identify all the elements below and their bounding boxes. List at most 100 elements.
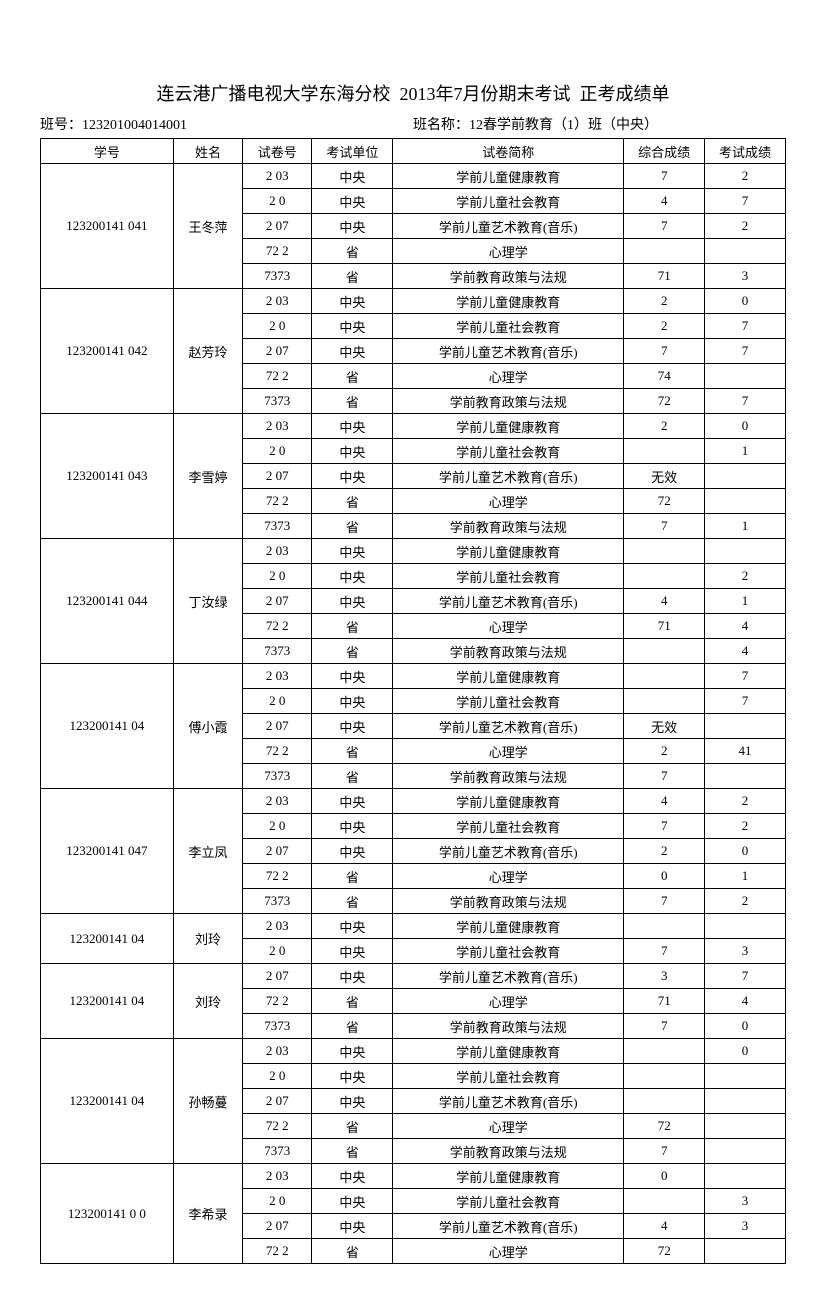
cell-unit: 中央: [312, 689, 393, 714]
cell-score-2: [705, 364, 786, 389]
cell-score-2: 0: [705, 289, 786, 314]
cell-subject: 心理学: [393, 364, 624, 389]
cell-paper: 2 0: [243, 689, 312, 714]
cell-unit: 中央: [312, 439, 393, 464]
cell-unit: 省: [312, 739, 393, 764]
cell-score-2: 2: [705, 564, 786, 589]
cell-unit: 省: [312, 364, 393, 389]
cell-subject: 学前儿童社会教育: [393, 1064, 624, 1089]
cell-unit: 省: [312, 1139, 393, 1164]
cell-unit: 省: [312, 889, 393, 914]
table-row: 123200141 042赵芳玲2 03中央学前儿童健康教育20: [41, 289, 786, 314]
cell-unit: 中央: [312, 214, 393, 239]
cell-score-1: 72: [624, 1239, 705, 1264]
cell-score-1: 7: [624, 1139, 705, 1164]
cell-paper: 2 03: [243, 414, 312, 439]
cell-score-1: [624, 1089, 705, 1114]
cell-student-name: 刘玲: [173, 964, 242, 1039]
cell-subject: 学前儿童社会教育: [393, 564, 624, 589]
cell-subject: 学前儿童社会教育: [393, 314, 624, 339]
col-id: 学号: [41, 139, 174, 164]
cell-subject: 心理学: [393, 614, 624, 639]
cell-subject: 学前儿童健康教育: [393, 1164, 624, 1189]
cell-score-2: 7: [705, 339, 786, 364]
cell-score-2: [705, 764, 786, 789]
cell-score-2: 0: [705, 414, 786, 439]
cell-subject: 心理学: [393, 239, 624, 264]
cell-score-1: [624, 239, 705, 264]
table-row: 123200141 04孙畅蔓2 03中央学前儿童健康教育0: [41, 1039, 786, 1064]
cell-score-1: 7: [624, 889, 705, 914]
cell-score-1: [624, 1039, 705, 1064]
cell-subject: 学前儿童艺术教育(音乐): [393, 964, 624, 989]
cell-score-2: [705, 489, 786, 514]
cell-score-1: 72: [624, 1114, 705, 1139]
cell-unit: 中央: [312, 464, 393, 489]
cell-score-1: 72: [624, 389, 705, 414]
cell-subject: 学前教育政策与法规: [393, 1139, 624, 1164]
cell-score-2: 1: [705, 439, 786, 464]
cell-student-id: 123200141 042: [41, 289, 174, 414]
cell-subject: 学前儿童社会教育: [393, 939, 624, 964]
cell-unit: 省: [312, 764, 393, 789]
cell-subject: 学前儿童艺术教育(音乐): [393, 1089, 624, 1114]
sub-header: 班号：123201004014001 班名称：12春学前教育（1）班（中央）: [40, 114, 786, 134]
cell-unit: 中央: [312, 1039, 393, 1064]
cell-unit: 中央: [312, 314, 393, 339]
cell-score-1: 7: [624, 164, 705, 189]
cell-score-2: 1: [705, 589, 786, 614]
cell-student-name: 刘玲: [173, 914, 242, 964]
page: 连云港广播电视大学东海分校 2013年7月份期末考试 正考成绩单 班号：1232…: [0, 0, 826, 1304]
cell-score-1: 72: [624, 489, 705, 514]
cell-paper: 2 07: [243, 964, 312, 989]
cell-score-2: 2: [705, 214, 786, 239]
cell-student-id: 123200141 04: [41, 664, 174, 789]
cell-score-2: [705, 1164, 786, 1189]
cell-paper: 2 07: [243, 464, 312, 489]
cell-score-2: [705, 464, 786, 489]
cell-score-2: 0: [705, 1014, 786, 1039]
cell-paper: 72 2: [243, 364, 312, 389]
cell-score-2: 4: [705, 614, 786, 639]
cell-score-2: [705, 1064, 786, 1089]
cell-unit: 省: [312, 489, 393, 514]
cell-score-1: [624, 1064, 705, 1089]
cell-score-1: 无效: [624, 464, 705, 489]
cell-unit: 中央: [312, 289, 393, 314]
cell-subject: 学前教育政策与法规: [393, 514, 624, 539]
cell-unit: 中央: [312, 1089, 393, 1114]
cell-score-2: [705, 914, 786, 939]
cell-score-1: 4: [624, 589, 705, 614]
cell-unit: 省: [312, 614, 393, 639]
cell-unit: 中央: [312, 789, 393, 814]
cell-subject: 学前儿童健康教育: [393, 164, 624, 189]
cell-score-1: 7: [624, 514, 705, 539]
cell-paper: 72 2: [243, 864, 312, 889]
col-title: 试卷简称: [393, 139, 624, 164]
cell-paper: 2 07: [243, 214, 312, 239]
cell-subject: 学前儿童社会教育: [393, 1189, 624, 1214]
cell-subject: 学前教育政策与法规: [393, 389, 624, 414]
cell-score-2: [705, 1239, 786, 1264]
cell-score-1: [624, 564, 705, 589]
class-name: 12春学前教育（1）班（中央）: [469, 118, 658, 133]
cell-paper: 7373: [243, 264, 312, 289]
cell-score-2: 0: [705, 839, 786, 864]
cell-score-2: 4: [705, 989, 786, 1014]
cell-score-1: 7: [624, 339, 705, 364]
cell-paper: 2 07: [243, 1214, 312, 1239]
col-name: 姓名: [173, 139, 242, 164]
cell-paper: 72 2: [243, 989, 312, 1014]
cell-subject: 心理学: [393, 989, 624, 1014]
cell-score-1: 0: [624, 864, 705, 889]
cell-unit: 中央: [312, 564, 393, 589]
cell-score-2: 1: [705, 514, 786, 539]
class-name-label: 班名称：: [413, 118, 469, 133]
cell-score-2: 3: [705, 939, 786, 964]
cell-unit: 中央: [312, 714, 393, 739]
cell-paper: 2 03: [243, 164, 312, 189]
cell-student-id: 123200141 044: [41, 539, 174, 664]
cell-subject: 学前儿童艺术教育(音乐): [393, 714, 624, 739]
cell-unit: 省: [312, 1114, 393, 1139]
cell-paper: 72 2: [243, 239, 312, 264]
